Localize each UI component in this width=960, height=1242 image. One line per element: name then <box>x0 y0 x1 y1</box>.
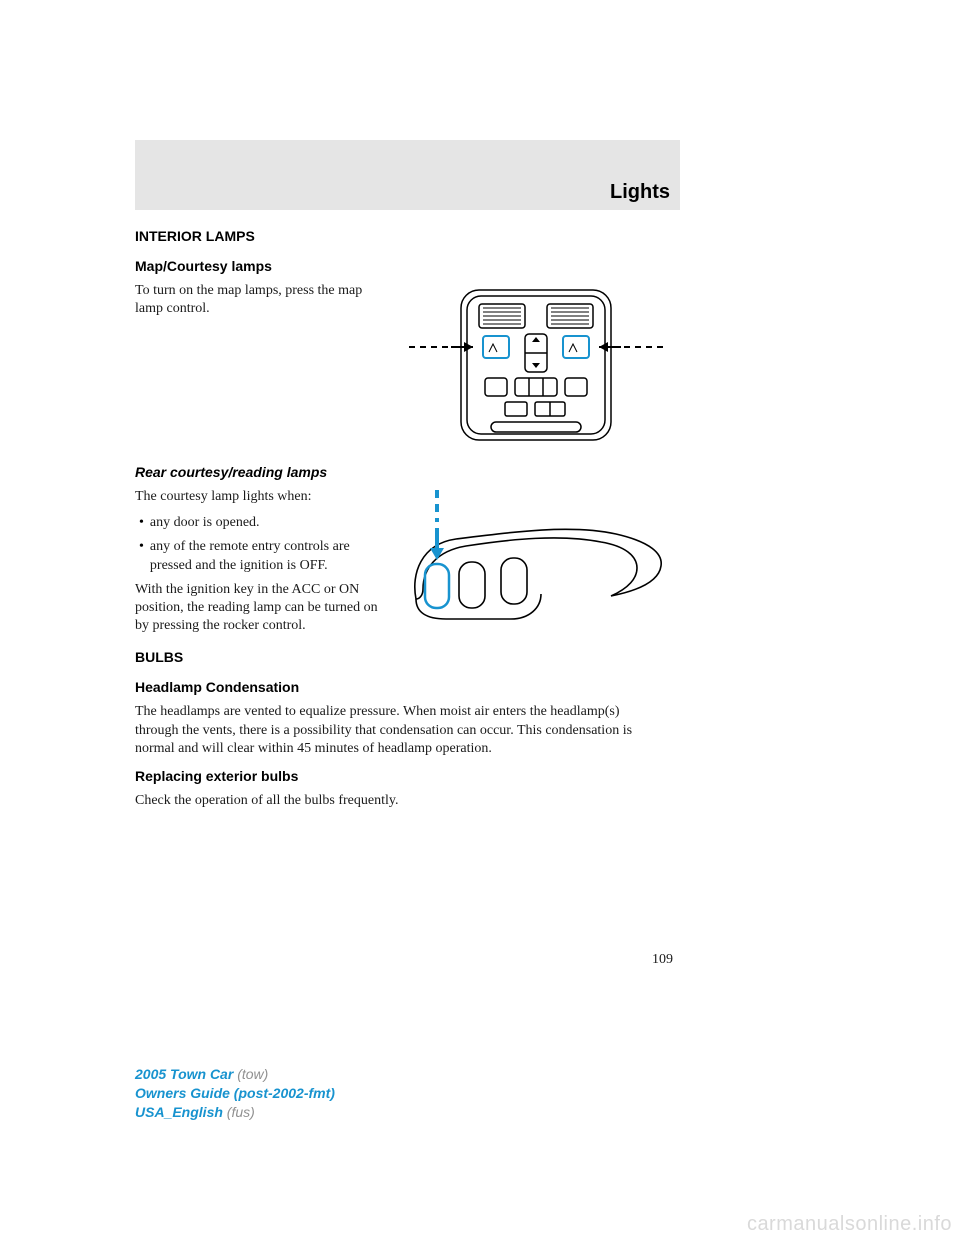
rear-courtesy-heading: Rear courtesy/reading lamps <box>135 464 675 480</box>
list-item: • any of the remote entry controls are p… <box>135 538 385 574</box>
page-content: Lights INTERIOR LAMPS Map/Courtesy lamps… <box>135 140 675 818</box>
page-number: 109 <box>652 952 673 968</box>
footer-code1: (tow) <box>237 1066 268 1082</box>
map-courtesy-heading: Map/Courtesy lamps <box>135 258 675 274</box>
condensation-heading: Headlamp Condensation <box>135 679 675 695</box>
interior-lamps-heading: INTERIOR LAMPS <box>135 228 675 244</box>
footer-model: 2005 Town Car <box>135 1066 237 1082</box>
condensation-text: The headlamps are vented to equalize pre… <box>135 703 655 758</box>
map-courtesy-text: To turn on the map lamps, press the map … <box>135 282 385 318</box>
section-title: Lights <box>610 181 670 204</box>
header-bar: Lights <box>135 140 680 210</box>
rear-intro: The courtesy lamp lights when: <box>135 488 385 506</box>
rear-para2: With the ignition key in the ACC or ON p… <box>135 581 385 636</box>
footer-guide: Owners Guide (post-2002-fmt) <box>135 1085 335 1101</box>
replacing-heading: Replacing exterior bulbs <box>135 768 675 784</box>
bullet-icon: • <box>139 514 144 532</box>
reading-lamp-figure <box>397 484 675 629</box>
watermark: carmanualsonline.info <box>747 1213 952 1236</box>
bulbs-heading: BULBS <box>135 649 675 665</box>
footer: 2005 Town Car (tow) Owners Guide (post-2… <box>135 1065 335 1122</box>
overhead-console-figure <box>397 278 675 448</box>
replacing-text: Check the operation of all the bulbs fre… <box>135 792 675 810</box>
footer-code2: (fus) <box>227 1104 255 1120</box>
bullet-icon: • <box>139 538 144 556</box>
list-item: • any door is opened. <box>135 514 385 532</box>
bullet-text: any of the remote entry controls are pre… <box>150 538 385 574</box>
bullet-text: any door is opened. <box>150 514 260 532</box>
footer-lang: USA_English <box>135 1104 227 1120</box>
